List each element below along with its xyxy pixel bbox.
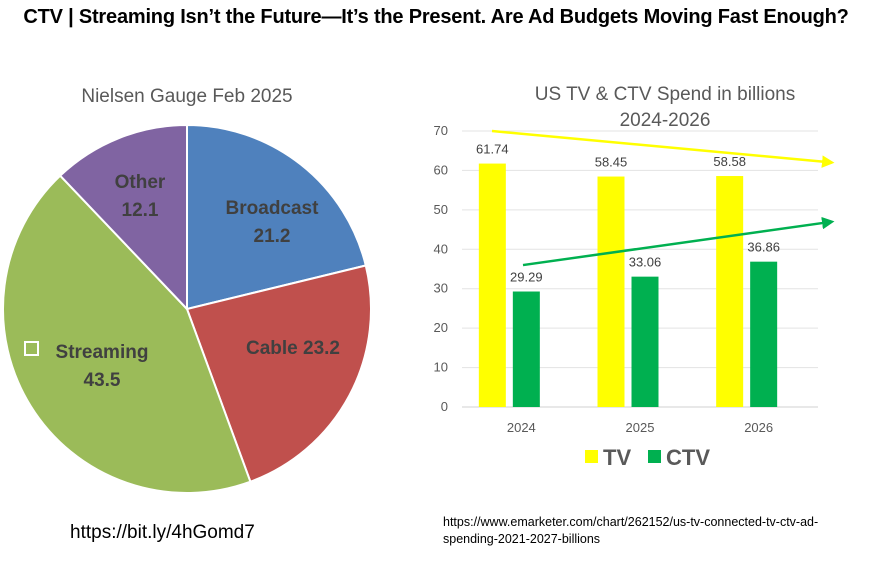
trend-arrows [491, 129, 835, 267]
y-tick-label: 30 [434, 281, 448, 296]
y-tick-label: 40 [434, 241, 448, 256]
x-tick-label: 2026 [744, 420, 773, 435]
pie-label-streaming: 43.5 [84, 370, 121, 391]
data-label-tv: 58.45 [595, 155, 628, 170]
pie-label-other: 12.1 [122, 200, 159, 221]
y-tick-label: 20 [434, 320, 448, 335]
bar-source-link[interactable]: https://www.emarketer.com/chart/262152/u… [443, 515, 819, 546]
data-label-ctv: 29.29 [510, 270, 543, 285]
data-label-ctv: 36.86 [747, 240, 780, 255]
bar-chart-subtitle: 2024-2026 [620, 110, 711, 131]
pie-label-broadcast: 21.2 [254, 226, 291, 247]
pie-label-cable: Cable 23.2 [246, 338, 340, 359]
pie-slice-other [58, 123, 188, 312]
pie-title: Nielsen Gauge Feb 2025 [81, 86, 292, 107]
y-tick-label: 70 [434, 123, 448, 138]
pie-slice-broadcast [186, 123, 367, 311]
data-label-tv: 61.74 [476, 142, 509, 157]
y-tick-label: 60 [434, 162, 448, 177]
pie-label-broadcast: Broadcast [226, 198, 320, 219]
data-label-tv: 58.58 [713, 154, 746, 169]
legend-label-ctv: CTV [666, 445, 710, 470]
bar-chart: 2024 61.74 29.29 2025 58.45 33.06 2026 58.58 36.… [476, 142, 780, 435]
bar-legend: TV CTV [585, 445, 710, 470]
pie-label-streaming: Streaming [56, 342, 149, 363]
y-tick-label: 10 [434, 360, 448, 375]
checkbox-icon [24, 341, 39, 356]
tv-trend-arrow [491, 129, 835, 168]
bar-ctv-2024 [512, 291, 540, 407]
ctv-trend-arrow [522, 216, 835, 267]
x-tick-label: 2024 [507, 420, 536, 435]
y-tick-label: 50 [434, 202, 448, 217]
pie-chart: Broadcast 21.2 Cable 23.2 Streaming 43.5 Othe… [2, 123, 372, 494]
pie-slice-cable [185, 264, 372, 484]
legend-swatch-tv [585, 450, 598, 463]
bar-tv-2025 [597, 176, 625, 407]
page-title: CTV | Streaming Isn’t the Future—It’s th… [23, 6, 849, 28]
bar-tv-2026 [716, 176, 744, 407]
pie-label-other: Other [115, 172, 166, 193]
bar-chart-title: US TV & CTV Spend in billions [535, 84, 796, 105]
pie-slice-streaming [2, 174, 252, 494]
bar-ctv-2025 [631, 276, 659, 407]
pie-source-link[interactable]: https://bit.ly/4hGomd7 [70, 522, 255, 543]
bar-ctv-2026 [750, 261, 778, 407]
legend-label-tv: TV [603, 445, 631, 470]
data-label-ctv: 33.06 [629, 255, 662, 270]
y-tick-label: 0 [441, 399, 448, 414]
legend-swatch-ctv [648, 450, 661, 463]
x-tick-label: 2025 [626, 420, 655, 435]
bar-tv-2024 [478, 163, 506, 407]
